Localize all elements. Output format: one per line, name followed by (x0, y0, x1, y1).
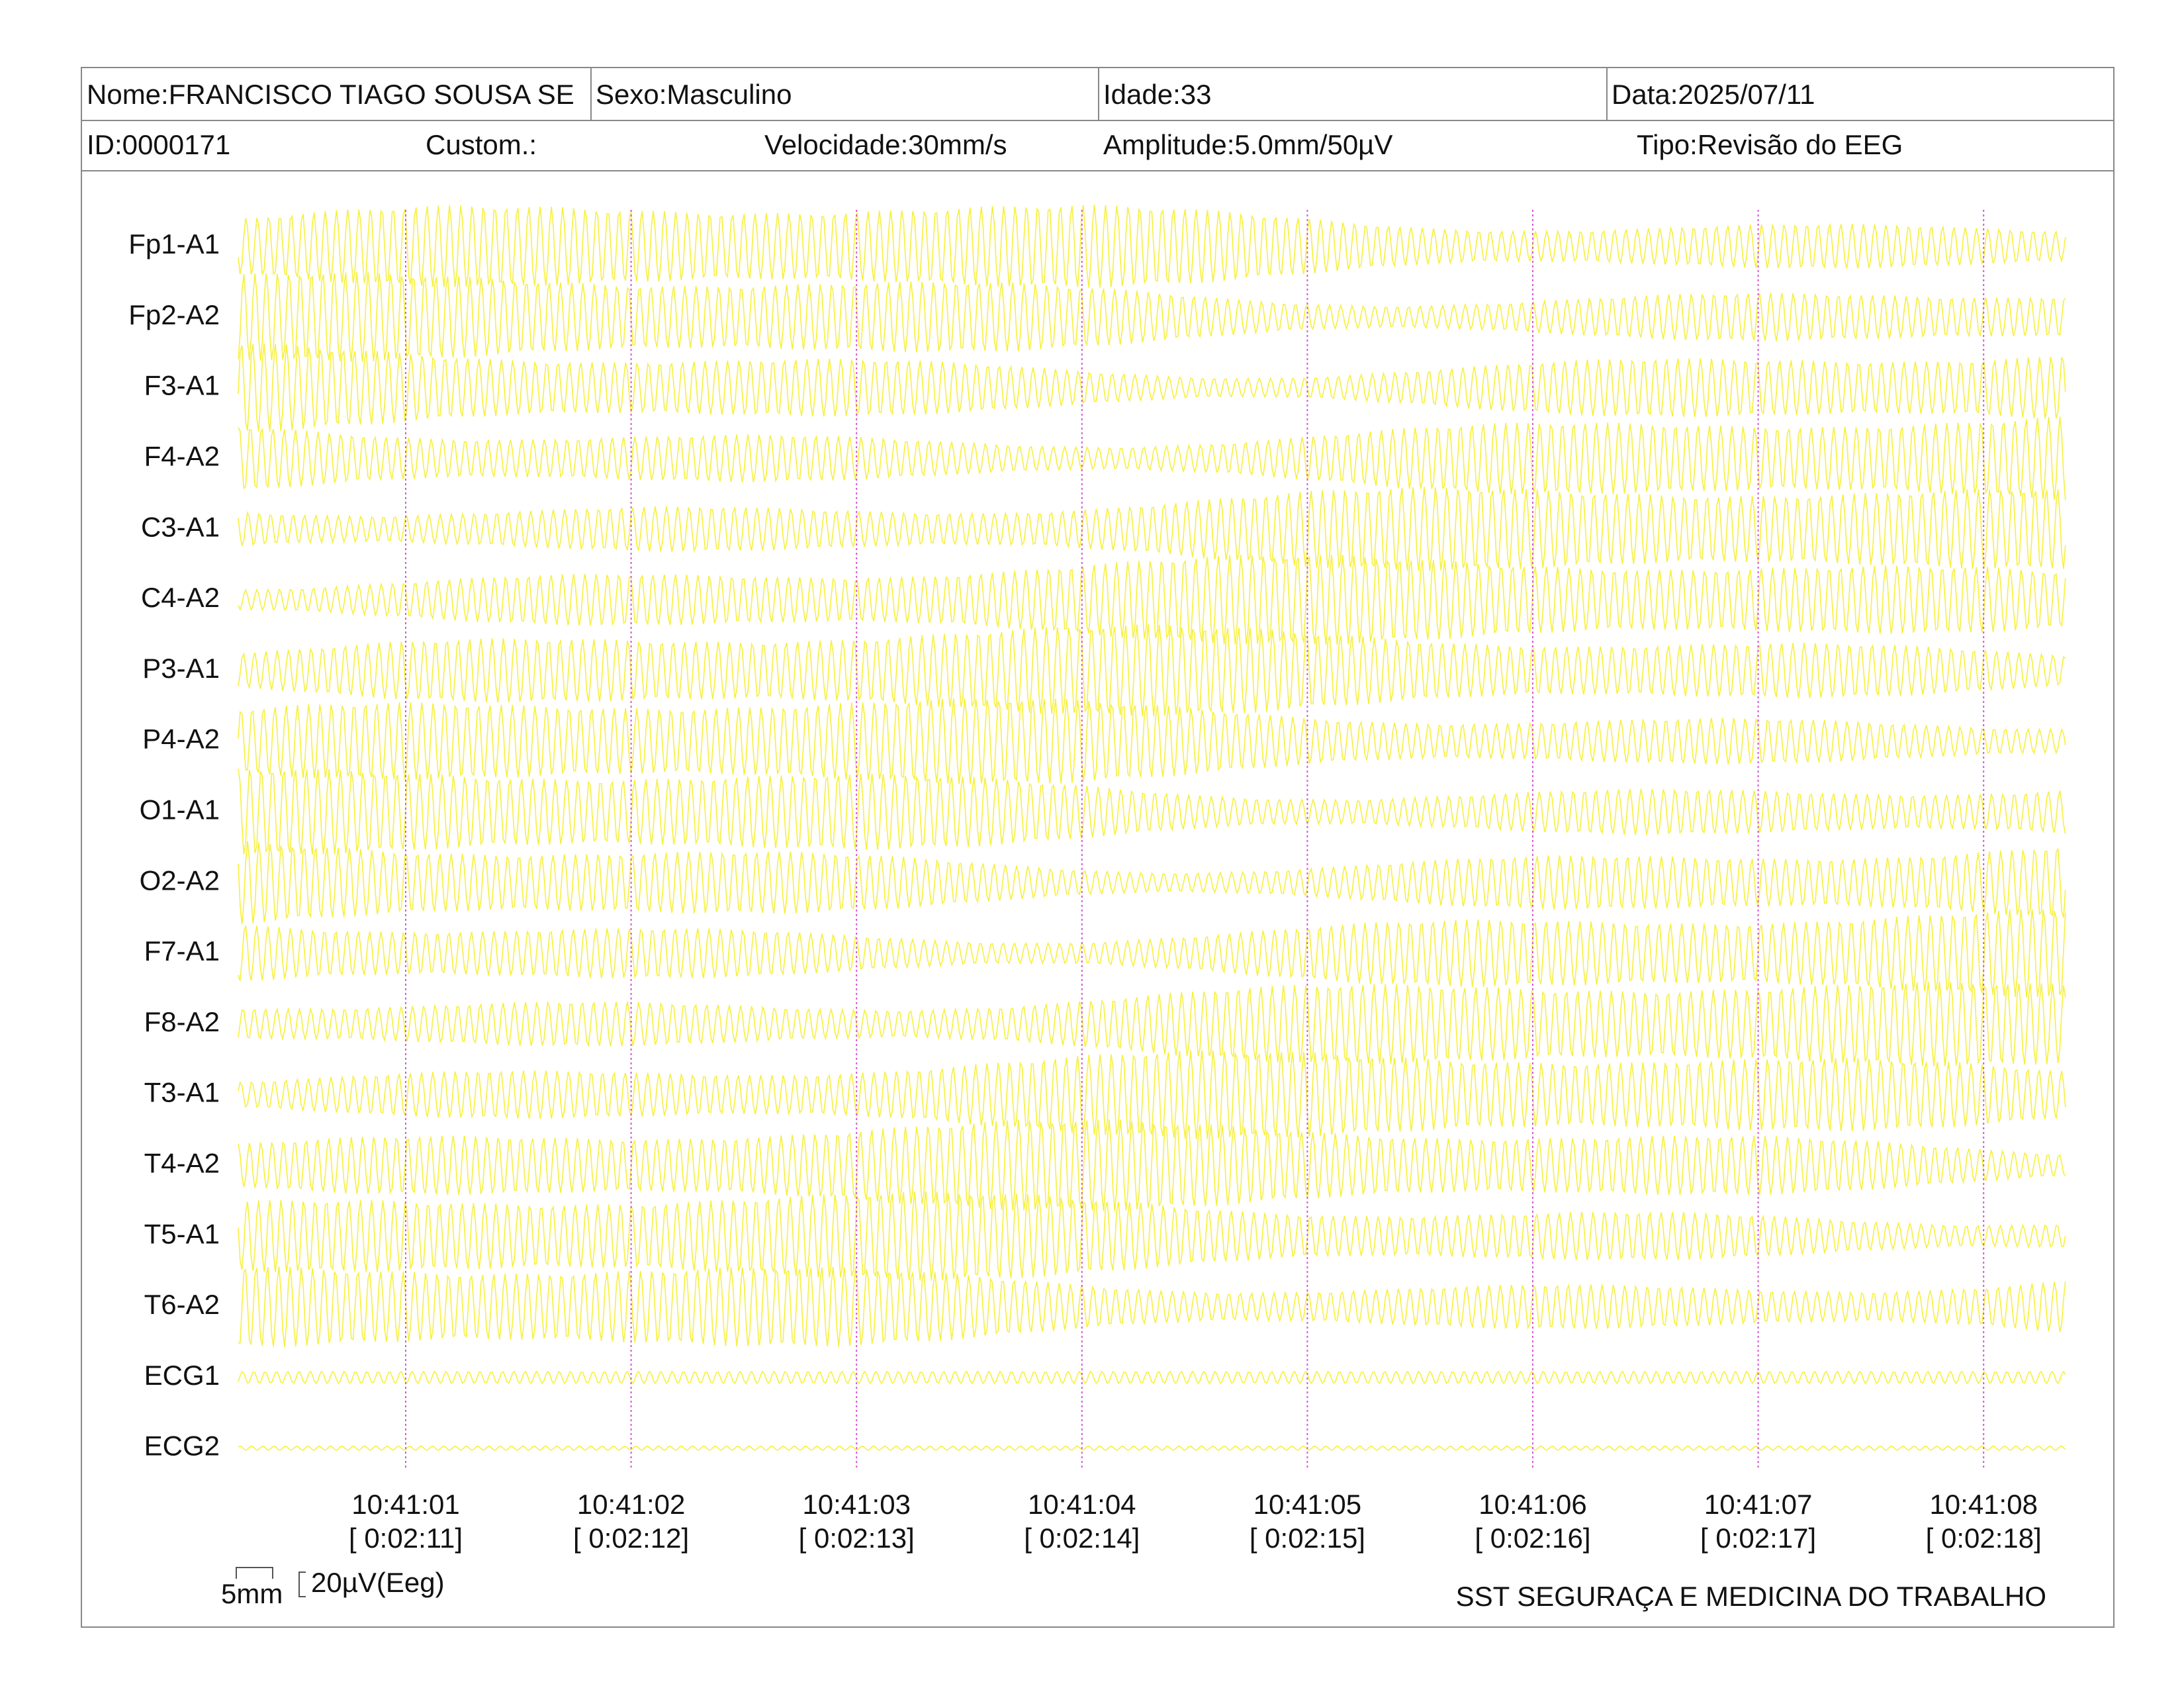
channel-label: ECG2 (144, 1430, 220, 1462)
record-type: Tipo:Revisão do EEG (1637, 129, 1903, 160)
record-date: Data:2025/07/11 (1612, 79, 1815, 110)
channel-label: ECG1 (144, 1360, 220, 1391)
eeg-trace (238, 487, 2066, 571)
eeg-trace (238, 271, 2066, 362)
channel-label: T4-A2 (144, 1147, 220, 1178)
eeg-trace (238, 344, 2066, 432)
patient-name: Nome:FRANCISCO TIAGO SOUSA SE (87, 79, 574, 110)
scale-time: 5mm (221, 1578, 283, 1609)
elapsed-label: [ 0:02:13] (799, 1523, 915, 1554)
time-label: 10:41:05 (1253, 1489, 1362, 1520)
patient-sex: Sexo:Masculino (596, 79, 792, 110)
elapsed-label: [ 0:02:16] (1475, 1523, 1590, 1554)
eeg-trace (238, 1050, 2066, 1139)
channel-label: O1-A1 (140, 794, 220, 825)
eeg-trace (238, 769, 2066, 855)
eeg-trace (238, 1266, 2066, 1347)
scale-amplitude: 20µV(Eeg) (311, 1567, 445, 1598)
time-label: 10:41:03 (802, 1489, 911, 1520)
patient-age: Idade:33 (1103, 79, 1212, 110)
channel-label: C3-A1 (141, 511, 220, 542)
eeg-trace (238, 555, 2066, 645)
eeg-trace (238, 624, 2066, 717)
time-label: 10:41:02 (577, 1489, 686, 1520)
channel-label: T3-A1 (144, 1077, 220, 1108)
eeg-trace (238, 205, 2066, 288)
channel-label: C4-A2 (141, 582, 220, 613)
elapsed-label: [ 0:02:17] (1700, 1523, 1816, 1554)
eeg-trace (238, 416, 2066, 500)
eeg-trace (238, 1445, 2066, 1451)
trace-area (238, 205, 2066, 1451)
channel-label: F8-A2 (144, 1006, 220, 1037)
eeg-trace (238, 841, 2066, 925)
elapsed-label: [ 0:02:15] (1250, 1523, 1365, 1554)
footer: SST SEGURAÇA E MEDICINA DO TRABALHO (1456, 1581, 2046, 1612)
eeg-trace (238, 698, 2066, 784)
eeg-trace (238, 1370, 2066, 1385)
channel-label: Fp1-A1 (128, 228, 220, 259)
report-border (81, 67, 2115, 1628)
time-label: 10:41:08 (1929, 1489, 2038, 1520)
patient-id: ID:0000171 (87, 129, 230, 160)
amplitude: Amplitude:5.0mm/50µV (1103, 129, 1392, 160)
eeg-trace (238, 909, 2066, 998)
scale-bar-amplitude (298, 1571, 306, 1597)
eeg-trace (238, 1119, 2066, 1211)
custom-field: Custom.: (426, 129, 537, 160)
elapsed-label: [ 0:02:18] (1926, 1523, 2042, 1554)
speed: Velocidade:30mm/s (764, 129, 1007, 160)
channel-label: T5-A1 (144, 1218, 220, 1249)
elapsed-label: [ 0:02:12] (573, 1523, 689, 1554)
channel-label: P3-A1 (142, 653, 220, 684)
time-label: 10:41:01 (351, 1489, 460, 1520)
channel-label: T6-A2 (144, 1289, 220, 1320)
channel-label: F4-A2 (144, 440, 220, 471)
elapsed-label: [ 0:02:11] (349, 1523, 463, 1554)
channel-label: Fp2-A2 (128, 299, 220, 330)
channel-label: F3-A1 (144, 370, 220, 401)
elapsed-label: [ 0:02:14] (1024, 1523, 1140, 1554)
eeg-trace (238, 981, 2066, 1066)
time-label: 10:41:04 (1028, 1489, 1136, 1520)
time-label: 10:41:07 (1704, 1489, 1813, 1520)
channel-label: F7-A1 (144, 935, 220, 966)
scale-bar-time (236, 1567, 273, 1579)
channel-label: O2-A2 (140, 865, 220, 896)
channel-label: P4-A2 (142, 724, 220, 755)
eeg-trace (238, 1191, 2066, 1281)
time-label: 10:41:06 (1479, 1489, 1587, 1520)
